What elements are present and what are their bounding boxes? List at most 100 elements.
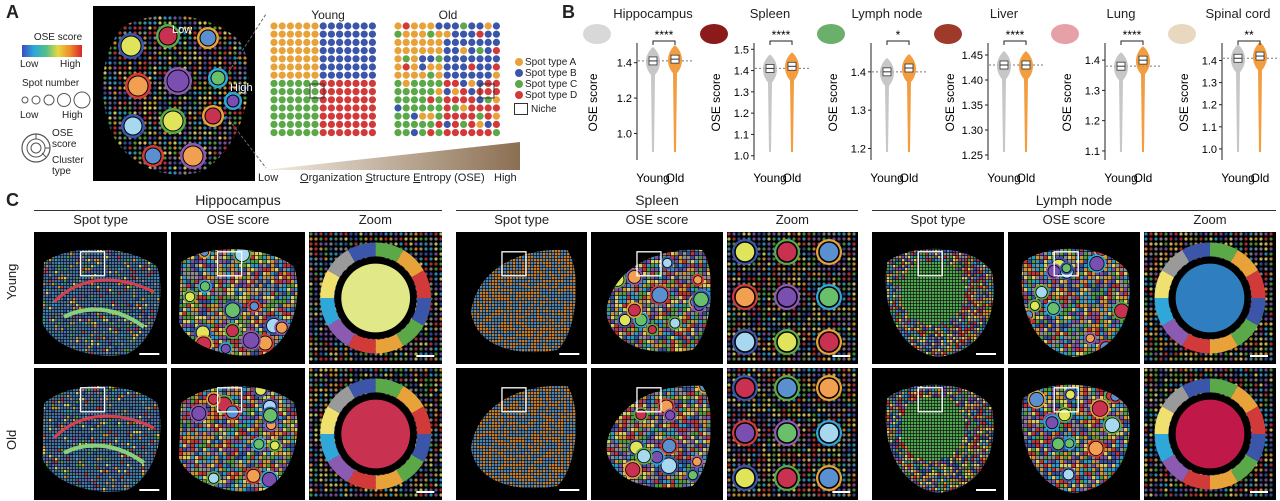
ytick-3-1: 1.40 bbox=[962, 75, 983, 87]
ose-legend-high: High bbox=[60, 59, 81, 70]
violin-title-4: Lung bbox=[1081, 6, 1161, 21]
ose-axis-high: High bbox=[494, 172, 517, 184]
ytick-2-2: 1.2 bbox=[851, 144, 866, 156]
ytick-5-2: 1.2 bbox=[1202, 100, 1217, 112]
spot-type-c: Spot type C bbox=[525, 79, 577, 90]
violin-title-3: Liver bbox=[964, 6, 1044, 21]
organ-icon-5 bbox=[1168, 24, 1196, 44]
panel-b-label: B bbox=[562, 2, 575, 23]
ytick-5-3: 1.1 bbox=[1202, 122, 1217, 134]
niche-legend-box bbox=[514, 103, 528, 115]
tissue-title-0: Hippocampus bbox=[30, 192, 446, 208]
spatial-panels: Hippocampus Spot type OSE score Zoom Spleen S… bbox=[0, 190, 1280, 501]
spatial-image-2-1-1 bbox=[1008, 368, 1140, 500]
callout-high: High bbox=[230, 82, 253, 94]
spatial-image-1-2-0 bbox=[726, 232, 858, 364]
spatial-image-1-2-1 bbox=[726, 368, 858, 500]
violin-1-1 bbox=[784, 52, 800, 152]
ytick-3-0: 1.45 bbox=[962, 50, 983, 62]
spatial-image-1-0-0 bbox=[456, 232, 588, 364]
sig-2: * bbox=[896, 28, 901, 42]
violin-title-1: Spleen bbox=[730, 6, 810, 21]
ytick-1-4: 1.1 bbox=[734, 129, 749, 141]
spatial-image-0-0-0 bbox=[34, 232, 168, 364]
ytick-3-3: 1.30 bbox=[962, 125, 983, 137]
xcat-0-0: Young bbox=[636, 171, 670, 185]
ytick-0-0: 1.4 bbox=[617, 58, 632, 70]
violin-title-2: Lymph node bbox=[847, 6, 927, 21]
violin-4-0 bbox=[1113, 52, 1129, 152]
spot-type-d: Spot type D bbox=[525, 90, 577, 101]
ytick-0-1: 1.2 bbox=[617, 93, 632, 105]
violin-2-0 bbox=[879, 57, 895, 153]
ose-gradient-wedge bbox=[264, 142, 520, 170]
ylabel-2: OSE score bbox=[826, 73, 840, 131]
young-spot-grid bbox=[270, 22, 376, 137]
old-grid-label: Old bbox=[408, 8, 488, 22]
ytick-1-5: 1.0 bbox=[734, 151, 749, 163]
old-spot-grid bbox=[394, 22, 500, 137]
col-header-0-1: OSE score bbox=[171, 212, 304, 227]
col-header-2-0: Spot type bbox=[872, 212, 1004, 227]
violin-3-0 bbox=[996, 51, 1012, 152]
panel-c-label: C bbox=[6, 190, 19, 211]
spot-legend-high: High bbox=[62, 110, 83, 121]
spot-type-a: Spot type A bbox=[525, 57, 577, 68]
spot-type-legend-dots bbox=[515, 58, 523, 99]
zoom-connector-lines bbox=[225, 13, 267, 169]
tissue-title-2: Lymph node bbox=[868, 192, 1280, 208]
spatial-image-0-2-0 bbox=[308, 232, 442, 364]
ytick-2-1: 1.3 bbox=[851, 105, 866, 117]
col-header-2-2: Zoom bbox=[1144, 212, 1276, 227]
organ-icon-1 bbox=[700, 24, 728, 44]
ylabel-0: OSE score bbox=[586, 73, 600, 131]
ytick-5-4: 1.0 bbox=[1202, 144, 1217, 156]
ylabel-1: OSE score bbox=[709, 73, 723, 131]
col-header-0-2: Zoom bbox=[309, 212, 442, 227]
spatial-image-2-1-0 bbox=[1008, 232, 1140, 364]
col-header-0-0: Spot type bbox=[34, 212, 167, 227]
violin-title-0: Hippocampus bbox=[613, 6, 693, 21]
niche-legend-label: Niche bbox=[531, 104, 557, 115]
ose-legend-title: OSE score bbox=[28, 32, 88, 43]
spatial-image-2-0-1 bbox=[872, 368, 1004, 500]
xcat-2-0: Young bbox=[870, 171, 904, 185]
xcat-1-0: Young bbox=[753, 171, 787, 185]
col-header-1-2: Zoom bbox=[727, 212, 858, 227]
spatial-image-0-1-0 bbox=[171, 232, 305, 364]
violin-0-1 bbox=[667, 45, 683, 152]
sig-5: ** bbox=[1244, 28, 1254, 42]
violin-plot-row: Hippocampus 1.4 1.2 1.0 OSE score Young Old ***… bbox=[575, 0, 1280, 195]
spatial-image-1-0-1 bbox=[456, 368, 588, 500]
xcat-4-0: Young bbox=[1104, 171, 1138, 185]
ytick-4-3: 1.1 bbox=[1085, 146, 1100, 158]
xcat-5-0: Young bbox=[1221, 171, 1255, 185]
sig-0: **** bbox=[655, 28, 674, 42]
sig-1: **** bbox=[772, 28, 791, 42]
tissue-ose-image-a bbox=[93, 6, 255, 181]
spot-type-b: Spot type B bbox=[525, 68, 577, 79]
young-grid-label: Young bbox=[288, 8, 368, 22]
ytick-3-2: 1.35 bbox=[962, 100, 983, 112]
violin-0-0 bbox=[645, 46, 661, 152]
violin-2-1 bbox=[901, 54, 917, 152]
violin-5-1 bbox=[1252, 42, 1268, 152]
ring-legend-ose: OSE score bbox=[52, 128, 92, 150]
spatial-image-2-2-1 bbox=[1144, 368, 1276, 500]
callout-low: Low bbox=[172, 24, 192, 36]
organ-icon-0 bbox=[583, 24, 611, 44]
sig-4: **** bbox=[1123, 28, 1142, 42]
ose-legend-low: Low bbox=[20, 59, 38, 70]
xcat-3-1: Old bbox=[1017, 171, 1036, 185]
ytick-4-1: 1.3 bbox=[1085, 85, 1100, 97]
ytick-4-0: 1.4 bbox=[1085, 55, 1100, 67]
ose-axis-title: Organization Structure Entropy (OSE) bbox=[300, 172, 485, 184]
ytick-1-2: 1.3 bbox=[734, 87, 749, 99]
ytick-0-2: 1.0 bbox=[617, 128, 632, 140]
spot-type-legend: Spot type A Spot type B Spot type C Spot… bbox=[525, 57, 577, 101]
